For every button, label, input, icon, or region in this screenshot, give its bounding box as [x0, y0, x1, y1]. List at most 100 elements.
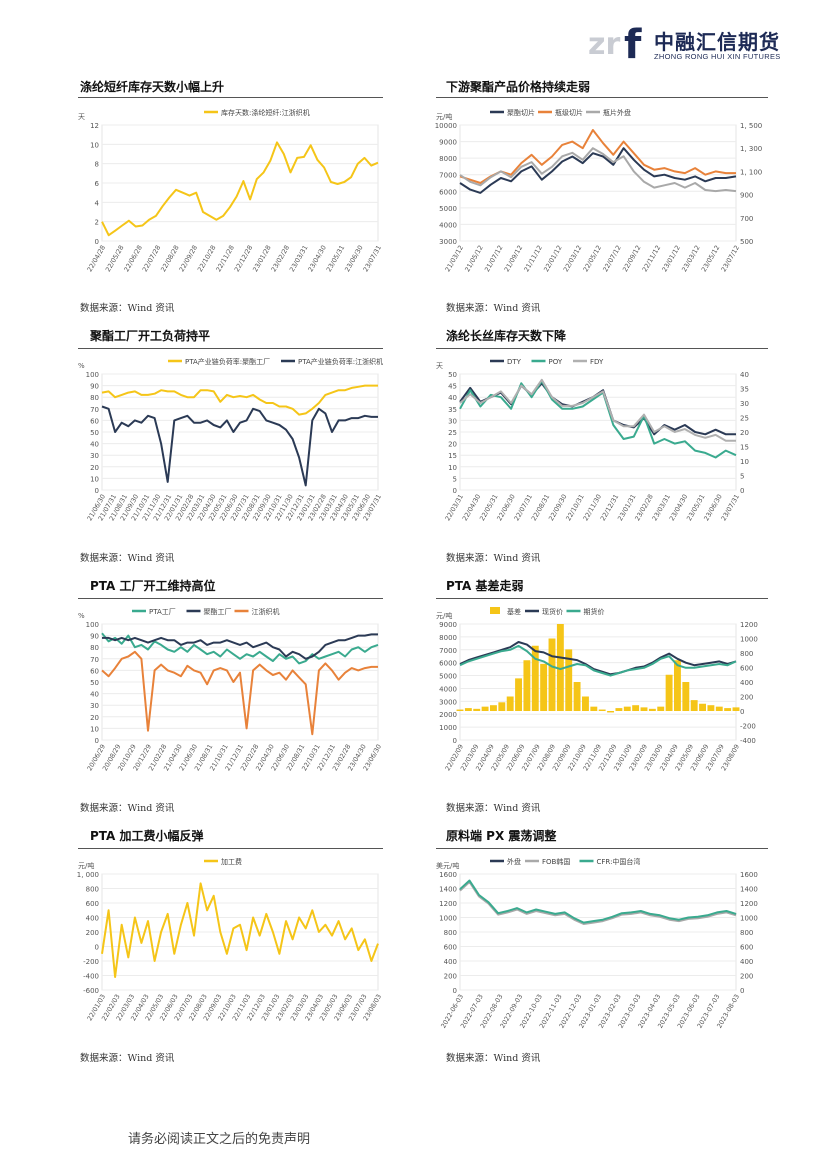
- divider: [436, 348, 768, 349]
- bar-基差: [598, 709, 606, 711]
- bar-基差: [674, 660, 681, 711]
- y-tick-label: 8: [95, 161, 99, 169]
- y2-tick-label: 1, 500: [740, 122, 762, 130]
- x-tick-label: 23/03/12: [680, 244, 702, 273]
- x-tick-label: 23/07/12: [720, 244, 742, 273]
- legend-label: 瓶级切片: [555, 108, 583, 117]
- y-axis-unit: 天: [436, 362, 443, 370]
- y-tick-label: 50: [448, 371, 457, 379]
- legend-label: 加工费: [221, 857, 242, 866]
- y2-tick-label: 1, 100: [740, 168, 762, 176]
- y-tick-label: 9000: [439, 139, 457, 147]
- bar-基差: [690, 700, 698, 711]
- y-tick-label: 12: [90, 122, 99, 130]
- series-line-POY: [459, 380, 737, 459]
- x-tick-label: 22/03/12: [562, 244, 584, 273]
- y2-tick-label: 500: [740, 238, 753, 246]
- bar-基差: [715, 706, 723, 711]
- legend-label: 聚酯切片: [507, 108, 535, 117]
- bar-基差: [531, 645, 539, 711]
- y-tick-label: 1, 000: [77, 871, 99, 879]
- y-tick-label: 200: [86, 929, 99, 937]
- y-axis-unit: %: [78, 612, 85, 620]
- bar-基差: [506, 696, 514, 711]
- y-tick-label: 0: [95, 737, 99, 745]
- section-title-5: PTA 工厂开工维持高位: [90, 579, 216, 593]
- bar-基差: [590, 706, 598, 711]
- series-line-瓶片外盘: [459, 147, 737, 193]
- y-tick-label: 60: [90, 667, 99, 675]
- y2-tick-label: 1000: [740, 636, 758, 644]
- legend-label: CFR:中国台湾: [597, 857, 641, 866]
- series-line-CFR:中国台湾: [459, 879, 737, 924]
- source-note: 数据来源：Wind 资讯: [80, 803, 175, 814]
- y2-tick-label: 200: [740, 973, 753, 981]
- series-line-FDY: [459, 378, 736, 442]
- bar-基差: [732, 707, 740, 711]
- brand-name-en: ZHONG RONG HUI XIN FUTURES: [654, 52, 781, 61]
- y2-tick-label: 700: [740, 215, 753, 223]
- y2-tick-label: 1200: [740, 900, 758, 908]
- series-line-聚酯切片: [459, 147, 737, 194]
- y-tick-label: 8000: [439, 634, 457, 642]
- y-tick-label: 100: [86, 621, 99, 629]
- chart-pta-basis: 0100020003000400050006000700080009000-40…: [436, 607, 758, 772]
- y-tick-label: 0: [95, 487, 99, 495]
- legend-label: 基差: [507, 607, 521, 616]
- y-tick-label: 600: [444, 944, 457, 952]
- x-tick-label: 21/09/12: [503, 244, 525, 273]
- y2-tick-label: 0: [740, 487, 744, 495]
- y2-tick-label: 25: [740, 415, 749, 423]
- y-tick-label: 3000: [439, 238, 457, 246]
- y-tick-label: 2000: [439, 711, 457, 719]
- y-tick-label: 400: [86, 915, 99, 923]
- y-tick-label: 70: [90, 656, 99, 664]
- svg-text:f: f: [624, 22, 642, 64]
- y2-tick-label: 10: [740, 458, 749, 466]
- y-tick-label: 6: [95, 180, 100, 188]
- bar-基差: [648, 708, 656, 711]
- y-tick-label: 20: [90, 464, 99, 472]
- chart-polyester-prices: 3000 4000 5000 6000 7000 8000 9000 10000 500 700 9…: [435, 108, 763, 273]
- series-line-江浙织机: [101, 650, 378, 736]
- y-tick-label: 10000: [435, 122, 457, 130]
- legend-label: 瓶片外盘: [603, 108, 631, 117]
- legend-label: FOB韩国: [542, 857, 570, 866]
- y-tick-label: 600: [86, 900, 99, 908]
- legend-label: FDY: [590, 358, 604, 366]
- y-tick-label: 0: [95, 238, 99, 246]
- y-tick-label: -600: [83, 987, 99, 995]
- bar-基差: [515, 678, 522, 711]
- y-tick-label: 45: [448, 383, 457, 391]
- legend-label: 库存天数:涤纶短纤:江浙织机: [221, 108, 310, 117]
- bar-基差: [615, 708, 623, 711]
- y-tick-label: 0: [453, 987, 457, 995]
- y-tick-label: 25: [448, 429, 457, 437]
- y-tick-label: -200: [83, 958, 99, 966]
- section-title-3: 聚酯工厂开工负荷持平: [90, 329, 211, 343]
- y-tick-label: 0: [453, 487, 457, 495]
- y-axis-unit: 元/吨: [436, 611, 452, 620]
- divider: [78, 848, 383, 849]
- bar-基差: [623, 706, 631, 711]
- chart-filament-inventory: 051015202530354045500510152025303540天22/…: [436, 358, 749, 522]
- disclaimer-footer: 请务必阅读正文之后的免责声明: [128, 1132, 311, 1147]
- x-tick-label: 22/05/12: [582, 244, 604, 273]
- y-tick-label: 30: [448, 417, 457, 425]
- y-tick-label: 800: [86, 886, 99, 894]
- bar-基差: [724, 708, 732, 711]
- divider: [436, 97, 768, 98]
- legend-label: 聚酯工厂: [204, 608, 232, 616]
- bar-基差: [632, 705, 640, 711]
- series-line-库存天数:涤纶短纤:江浙织机: [101, 141, 379, 237]
- series-line-PTA工厂: [101, 632, 379, 665]
- y-tick-label: 80: [90, 394, 99, 402]
- series-line-PTA产业链负荷率:聚酯工厂: [101, 384, 378, 416]
- y-tick-label: 1600: [439, 871, 457, 879]
- section-title-6: PTA 基差走弱: [446, 579, 524, 593]
- legend-label: PTA产业链负荷率:江浙织机: [298, 357, 383, 366]
- plot-frame: [459, 623, 737, 741]
- brand-name-cn: 中融汇信期货: [654, 30, 780, 54]
- bar-基差: [607, 711, 614, 713]
